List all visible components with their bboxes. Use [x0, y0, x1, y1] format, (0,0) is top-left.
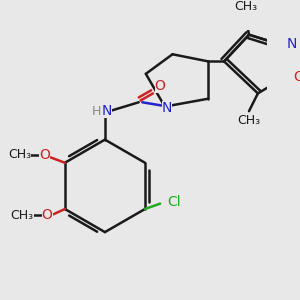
Text: H: H	[92, 105, 101, 118]
Text: O: O	[293, 70, 300, 84]
Text: N: N	[101, 104, 112, 118]
Text: O: O	[154, 79, 166, 93]
Text: Cl: Cl	[167, 195, 181, 209]
Text: N: N	[162, 100, 172, 115]
Text: CH₃: CH₃	[237, 114, 261, 127]
Text: O: O	[42, 208, 52, 222]
Text: CH₃: CH₃	[11, 209, 34, 222]
Text: N: N	[286, 37, 297, 51]
Text: CH₃: CH₃	[8, 148, 31, 161]
Text: CH₃: CH₃	[234, 0, 257, 13]
Text: O: O	[39, 148, 50, 162]
